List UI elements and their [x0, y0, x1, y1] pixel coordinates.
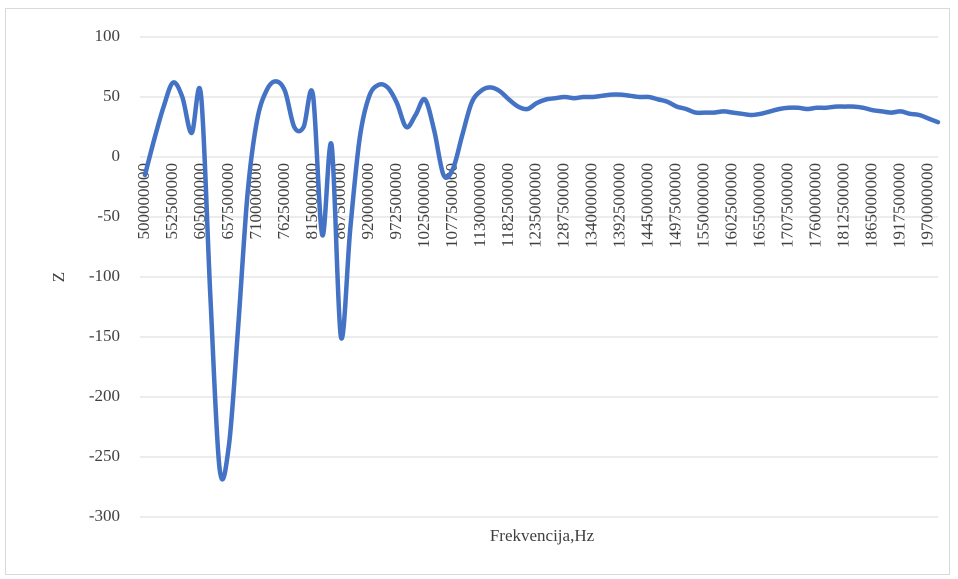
y-tick-label: -50 [97, 206, 120, 225]
x-tick-label: 1812500000 [834, 163, 853, 248]
y-tick-label: -200 [89, 386, 120, 405]
y-tick-label: -300 [89, 506, 120, 525]
x-tick-label: 1655000000 [750, 163, 769, 248]
x-tick-label: 1025000000 [414, 163, 433, 248]
x-tick-label: 1497500000 [666, 163, 685, 248]
x-tick-label: 1340000000 [582, 163, 601, 248]
y-tick-label: 100 [95, 26, 121, 45]
x-tick-label: 972500000 [386, 163, 405, 240]
y-tick-label: 0 [112, 146, 121, 165]
x-tick-label: 762500000 [274, 163, 293, 240]
y-tick-label: -100 [89, 266, 120, 285]
x-tick-label: 1235000000 [526, 163, 545, 248]
x-tick-label: 1182500000 [498, 163, 517, 247]
y-tick-label: -150 [89, 326, 120, 345]
y-tick-label: -250 [89, 446, 120, 465]
x-tick-label: 1392500000 [610, 163, 629, 248]
x-tick-label: 1865000000 [862, 163, 881, 248]
y-tick-label: 50 [103, 86, 120, 105]
x-tick-label: 1550000000 [694, 163, 713, 248]
x-tick-label: 1760000000 [806, 163, 825, 248]
data-line [142, 79, 941, 482]
x-tick-label: 920000000 [358, 163, 377, 240]
x-axis-title: Frekvencija,Hz [490, 526, 595, 545]
x-tick-label: 1287500000 [554, 163, 573, 248]
x-tick-label: 1707500000 [778, 163, 797, 248]
x-tick-label: 1917500000 [890, 163, 909, 248]
x-tick-label: 1602500000 [722, 163, 741, 248]
x-tick-label: 500000000 [134, 163, 153, 240]
x-tick-label: 657500000 [218, 163, 237, 240]
y-axis-title: Z [49, 272, 68, 282]
x-tick-label: 1445000000 [638, 163, 657, 248]
x-tick-label: 1130000000 [470, 163, 489, 247]
x-tick-label: 1970000000 [918, 163, 937, 248]
x-tick-label: 552500000 [162, 163, 181, 240]
x-tick-label: 1077500000 [442, 163, 461, 248]
